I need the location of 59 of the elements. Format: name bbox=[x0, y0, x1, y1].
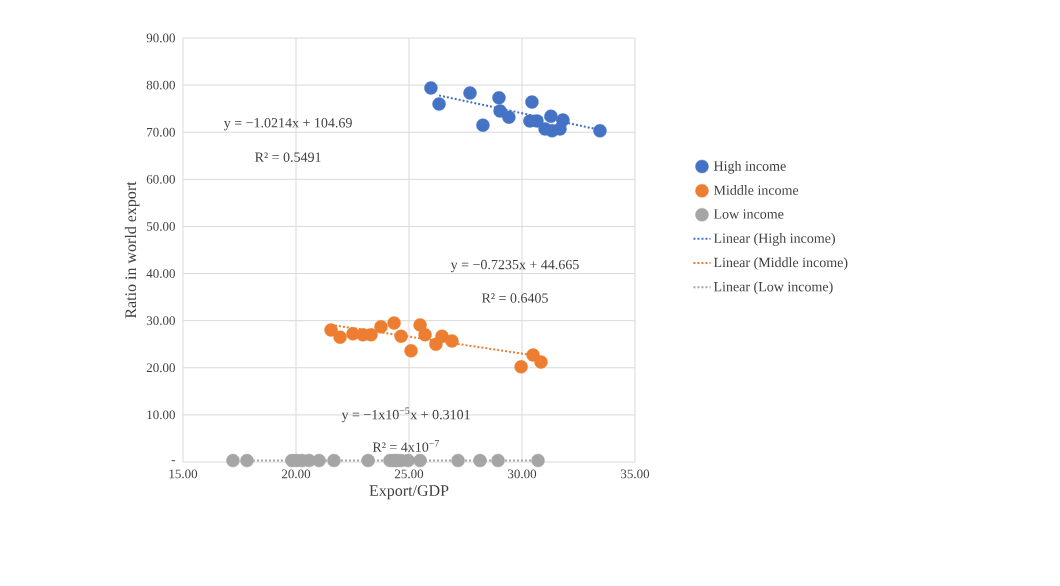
annotation: R² = 0.5491 bbox=[255, 152, 321, 162]
annotation: R² = 4x10$^{−7}$ bbox=[372, 440, 439, 452]
point bbox=[327, 453, 341, 468]
point bbox=[473, 453, 487, 468]
point bbox=[432, 97, 446, 111]
point bbox=[531, 453, 545, 468]
y-tick-label: 20.00 bbox=[146, 363, 175, 373]
point bbox=[492, 91, 506, 105]
x-tick-label: 15.00 bbox=[169, 469, 198, 479]
y-tick-label: 60.00 bbox=[146, 174, 175, 184]
point bbox=[502, 110, 516, 124]
point bbox=[374, 320, 388, 334]
point bbox=[593, 124, 607, 138]
legend-label: High income bbox=[713, 160, 786, 174]
legend-label: Linear (Middle income) bbox=[713, 257, 848, 271]
point bbox=[491, 453, 505, 468]
point bbox=[413, 318, 427, 332]
x-tick-label: 25.00 bbox=[394, 469, 424, 479]
point bbox=[514, 360, 528, 374]
point bbox=[463, 86, 477, 100]
point bbox=[387, 316, 401, 330]
point bbox=[544, 109, 558, 123]
point bbox=[312, 453, 326, 468]
annotation: y = −1x10$^{−5}$x + 0.3101 bbox=[341, 407, 470, 423]
legend-label: Linear (High income) bbox=[713, 233, 835, 246]
point bbox=[240, 453, 254, 468]
x-axis-title: Export/GDP bbox=[369, 485, 449, 500]
annotation: y = −0.7235x + 44.665 bbox=[450, 259, 579, 273]
annotation: R² = 0.6405 bbox=[481, 293, 548, 303]
point bbox=[451, 453, 465, 468]
y-tick-label: 90.00 bbox=[146, 33, 175, 43]
legend-label: Linear (Low income) bbox=[713, 281, 833, 295]
point bbox=[418, 328, 432, 342]
y-tick-label: - bbox=[171, 460, 176, 462]
point bbox=[525, 95, 539, 109]
y-tick-label: 40.00 bbox=[146, 269, 175, 278]
point bbox=[556, 113, 570, 127]
point bbox=[424, 81, 438, 95]
y-tick-label: 30.00 bbox=[146, 316, 175, 326]
annotation: y = −1.0214x + 104.69 bbox=[223, 118, 352, 131]
point bbox=[404, 344, 418, 358]
point bbox=[445, 334, 459, 348]
point bbox=[394, 329, 408, 343]
y-tick-label: 50.00 bbox=[146, 222, 175, 231]
legend-label: Low income bbox=[713, 209, 784, 219]
point bbox=[333, 330, 347, 344]
point bbox=[361, 453, 375, 468]
x-tick-label: 20.00 bbox=[281, 469, 311, 479]
y-tick-label: 10.00 bbox=[147, 410, 175, 420]
point bbox=[476, 118, 490, 132]
legend-label: Middle income bbox=[713, 185, 799, 195]
y-axis-title: Ratio in world export bbox=[124, 181, 140, 319]
x-tick-label: 30.00 bbox=[508, 469, 537, 479]
point bbox=[226, 453, 240, 468]
point bbox=[534, 355, 548, 369]
point bbox=[413, 453, 427, 468]
x-tick-label: 35.00 bbox=[621, 469, 650, 479]
y-tick-label: 70.00 bbox=[147, 127, 175, 137]
y-tick-label: 80.00 bbox=[146, 80, 175, 90]
